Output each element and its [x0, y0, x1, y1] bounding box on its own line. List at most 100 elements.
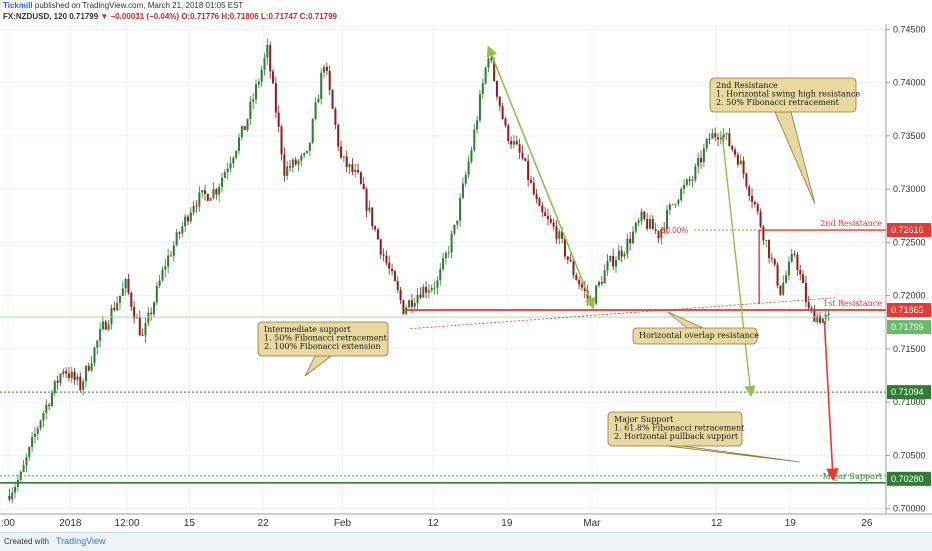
candle-body	[252, 99, 255, 102]
fib-50-label: 50.00%	[661, 226, 688, 235]
candle-body	[456, 220, 459, 225]
publish-line: Tickmill published on TradingView.com, M…	[3, 1, 243, 10]
candle-body	[101, 321, 104, 330]
candle-body	[164, 266, 167, 270]
last-price-badge	[887, 320, 931, 335]
candle-body	[82, 381, 85, 390]
candle-body	[144, 323, 147, 336]
candle-body	[487, 58, 490, 68]
intermediate-support-badge-label: 0.71094	[891, 387, 924, 397]
price-axis[interactable]: 0.74500 0.74000 0.73500 0.73000 0.72500 0.720…	[886, 24, 931, 514]
candle-body	[640, 211, 643, 221]
candle-body	[192, 205, 195, 213]
candle-body	[728, 133, 731, 146]
candle-body	[87, 365, 90, 371]
candle-body	[328, 70, 331, 90]
callout-intermediate-support-line: 1. 50% Fibonacci retracement	[264, 334, 388, 343]
candle-body	[48, 404, 51, 406]
candle-body	[198, 192, 201, 207]
candle-body	[70, 371, 73, 379]
candle-body	[283, 154, 286, 176]
candle-body	[280, 126, 283, 155]
candle-body	[138, 317, 141, 336]
candle-body	[382, 254, 385, 256]
candle-body	[232, 157, 235, 164]
candle-body	[359, 172, 362, 184]
time-tick-label: 12	[711, 518, 723, 529]
price-tick-label: 0.72500	[893, 237, 926, 247]
candle-body	[178, 232, 181, 234]
candle-body	[291, 159, 294, 168]
last-price-badge-label: 0.71799	[891, 322, 924, 332]
candle-body	[393, 271, 396, 282]
time-tick-label: 22	[258, 518, 270, 529]
candle-body	[65, 371, 68, 374]
candle-body	[155, 285, 158, 303]
candle-body	[235, 150, 238, 158]
candle-body	[671, 204, 674, 205]
candle-body	[422, 286, 425, 298]
candle-body	[583, 287, 586, 291]
candle-body	[303, 153, 306, 156]
candle-body	[289, 166, 292, 168]
time-tick-label: 19	[785, 518, 797, 529]
candle-body	[240, 126, 243, 138]
candle-body	[374, 226, 377, 230]
candle-body	[734, 149, 737, 155]
candle-body	[572, 261, 575, 276]
candle-body	[802, 274, 805, 283]
first-resistance-label: 1st Resistance	[823, 299, 882, 308]
symbol-line: FX:NZDUSD, 120 0.71799 ▼ −0.00031 (−0.04…	[3, 12, 337, 21]
candle-body	[53, 380, 56, 393]
price-tick-label: 0.74000	[893, 78, 926, 88]
candle-body	[634, 222, 637, 232]
candle-body	[56, 380, 59, 383]
candle-body	[654, 229, 657, 231]
candle-body	[79, 376, 82, 390]
candle-body	[362, 183, 365, 190]
candle-body	[731, 145, 734, 150]
symbol-label[interactable]: FX:NZDUSD, 120	[3, 12, 68, 21]
candle-body	[345, 156, 348, 168]
candle-body	[776, 264, 779, 286]
callout-horizontal-overlap-line: Horizontal overlap resistance	[639, 331, 759, 340]
candle-body	[113, 308, 116, 311]
candle-body	[629, 238, 632, 244]
candle-body	[121, 288, 124, 296]
candle-body	[11, 492, 14, 500]
candle-body	[779, 285, 782, 295]
candle-body	[195, 205, 198, 207]
candle-body	[260, 69, 263, 82]
candle-body	[770, 258, 773, 259]
price-chart[interactable]: 50.00% 2nd Resistance 1st Resistance Major …	[0, 24, 932, 532]
candle-body	[790, 253, 793, 262]
candle-body	[150, 312, 153, 315]
tradingview-logo[interactable]: TradingView	[56, 536, 106, 546]
candle-body	[490, 58, 493, 61]
candle-body	[277, 112, 280, 127]
candle-body	[674, 203, 677, 205]
candle-body	[453, 224, 456, 234]
candle-body	[813, 309, 816, 322]
candle-body	[677, 200, 680, 204]
price-change: ▼ −0.00031 (−0.04%)	[100, 12, 180, 21]
time-axis[interactable]: :00 2018 12:00 15 22 Feb 12 19 Mar 12 19 26	[1, 518, 873, 529]
candle-body	[541, 205, 544, 213]
major-support-label: Major Support	[823, 472, 883, 481]
candle-body	[796, 254, 799, 270]
candle-body	[759, 211, 762, 227]
candle-body	[753, 201, 756, 205]
candle-body	[25, 457, 28, 466]
candle-body	[99, 329, 102, 341]
publisher-name[interactable]: Tickmill	[3, 1, 33, 10]
candle-body	[756, 204, 759, 212]
candle-body	[742, 160, 745, 174]
candle-body	[220, 177, 224, 187]
candle-body	[433, 287, 436, 289]
projection-arrow	[823, 320, 839, 482]
candle-body	[484, 67, 487, 84]
candle-body	[597, 281, 601, 286]
candle-body	[680, 188, 683, 201]
candle-body	[325, 66, 328, 71]
